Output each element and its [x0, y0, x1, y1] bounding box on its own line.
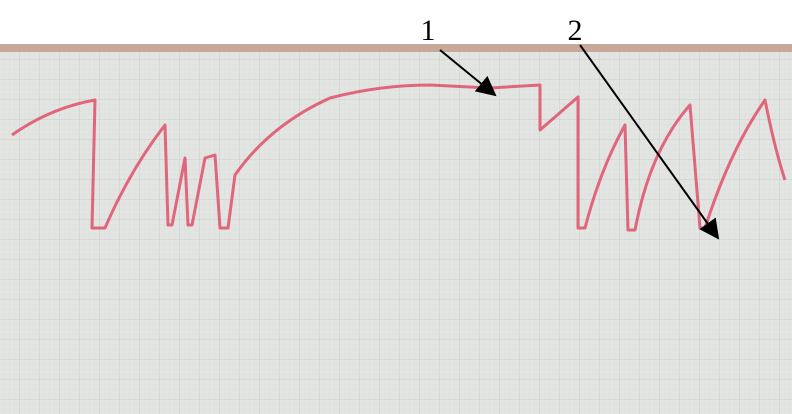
grid [0, 52, 792, 414]
label-1: 1 [421, 14, 436, 47]
arrow-2 [579, 44, 720, 240]
paper-edge [0, 44, 792, 52]
recorder-trace [11, 83, 787, 232]
label-2: 2 [568, 14, 583, 47]
arrow-1 [439, 49, 497, 97]
